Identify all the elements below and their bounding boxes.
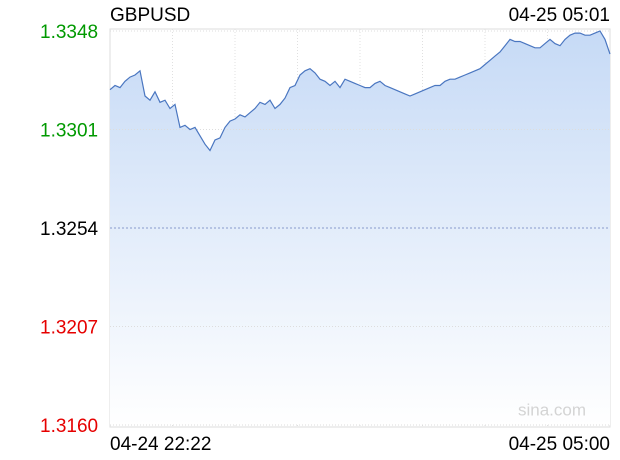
chart-title: GBPUSD	[110, 5, 190, 26]
y-tick-label: 1.3254	[40, 219, 99, 240]
y-tick-label: 1.3348	[40, 22, 98, 43]
watermark: sina.com	[518, 400, 586, 419]
y-tick-label: 1.3207	[40, 318, 98, 339]
x-tick-label: 04-25 05:00	[509, 434, 610, 455]
x-tick-label: 04-24 22:22	[110, 434, 211, 455]
y-tick-label: 1.3301	[40, 121, 98, 142]
line	[109, 30, 611, 152]
timestamp: 04-25 05:01	[509, 5, 610, 26]
y-tick-label: 1.3160	[40, 416, 98, 437]
